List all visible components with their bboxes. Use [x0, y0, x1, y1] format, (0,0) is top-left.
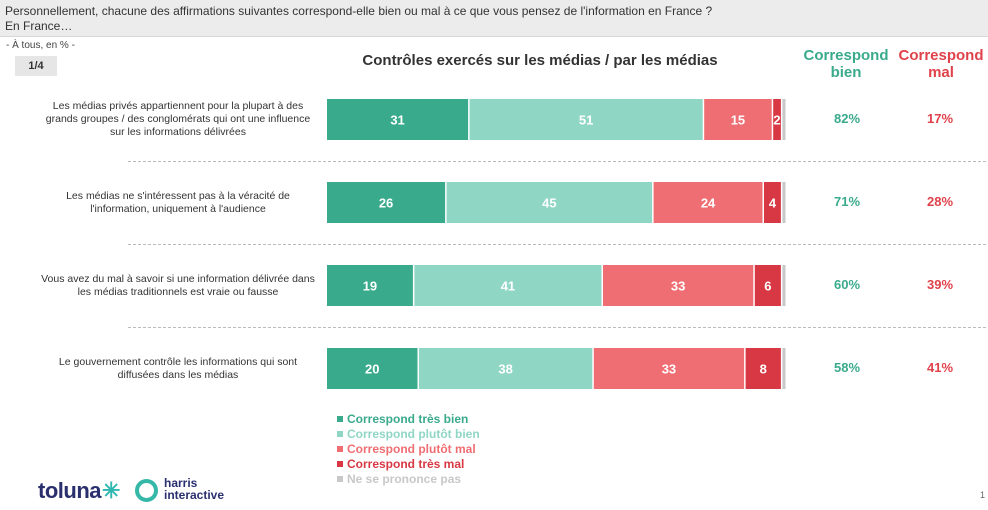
- data-label: 4: [769, 196, 777, 211]
- legend-swatch: [337, 430, 343, 437]
- bar-segment: [603, 265, 754, 306]
- bar-segment: [414, 265, 602, 306]
- chart-title: Contrôles exercés sur les médias / par l…: [362, 52, 718, 69]
- bar-segment: [327, 265, 413, 306]
- data-label: 45: [542, 196, 556, 211]
- total-bad-4: 41%: [926, 360, 954, 375]
- bar-segment: [327, 99, 469, 140]
- bar-segment: [782, 182, 786, 223]
- harris-line-2: interactive: [164, 488, 225, 502]
- bar-segment: [773, 99, 781, 140]
- question-text: Personnellement, chacune des affirmation…: [5, 4, 713, 18]
- row-label-2: Les médias ne s'intéressent pas à la vér…: [66, 189, 290, 215]
- legend-item: Correspond plutôt mal: [337, 441, 480, 456]
- row-separator: [128, 327, 986, 328]
- data-label: 41: [501, 279, 515, 294]
- data-label: 26: [379, 196, 393, 211]
- row-label-3: Vous avez du mal à savoir si une informa…: [41, 272, 315, 298]
- legend-item: Correspond très bien: [337, 411, 480, 426]
- toluna-logo: toluna✳: [38, 478, 120, 504]
- bar-segment: [469, 99, 703, 140]
- total-bad-3: 39%: [926, 277, 954, 292]
- bar-segment: [704, 99, 772, 140]
- chart-legend: Correspond très bien Correspond plutôt b…: [337, 411, 480, 486]
- legend-label: Correspond très mal: [347, 456, 465, 471]
- question-subtitle: En France…: [5, 19, 73, 33]
- asterisk-icon: ✳: [102, 478, 120, 503]
- legend-swatch: [337, 415, 343, 422]
- total-good-4: 58%: [833, 360, 861, 375]
- legend-swatch: [337, 460, 343, 467]
- data-label: 19: [363, 279, 377, 294]
- bar-segment: [593, 348, 745, 389]
- bar-segment: [782, 99, 786, 140]
- bar-segment: [653, 182, 763, 223]
- question-band: Personnellement, chacune des affirmation…: [0, 0, 988, 37]
- total-bad-2: 28%: [926, 194, 954, 209]
- data-label: 6: [764, 279, 771, 294]
- data-label: 24: [701, 196, 716, 211]
- legend-label: Correspond très bien: [347, 411, 469, 426]
- data-label: 33: [662, 362, 676, 377]
- bar-segment: [327, 348, 418, 389]
- legend-swatch: [337, 445, 343, 452]
- total-good-2: 71%: [833, 194, 861, 209]
- toluna-wordmark: toluna: [38, 478, 102, 503]
- data-label: 15: [731, 113, 745, 128]
- total-good-3: 60%: [833, 277, 861, 292]
- harris-interactive-logo: harris interactive: [164, 477, 224, 501]
- legend-item: Correspond plutôt bien: [337, 426, 480, 441]
- page-badge: 1/4: [15, 56, 57, 76]
- total-good-1: 82%: [833, 111, 861, 126]
- row-label-4: Le gouvernement contrôle les information…: [58, 355, 298, 381]
- row-label-1: Les médias privés appartiennent pour la …: [45, 100, 311, 138]
- data-label: 38: [498, 362, 512, 377]
- row-separator: [128, 161, 986, 162]
- legend-swatch: [337, 475, 343, 482]
- bar-segment: [782, 348, 786, 389]
- data-label: 2: [773, 113, 780, 128]
- column-header-good: Correspond bien: [803, 47, 889, 81]
- data-label: 20: [365, 362, 379, 377]
- legend-label: Correspond plutôt mal: [347, 441, 476, 456]
- harris-ring-icon: [135, 479, 158, 502]
- page-number: 1: [980, 490, 986, 500]
- bar-segment: [745, 348, 781, 389]
- bar-segment: [782, 265, 786, 306]
- legend-label: Correspond plutôt bien: [347, 426, 480, 441]
- legend-item: Ne se prononce pas: [337, 471, 480, 486]
- total-bad-1: 17%: [926, 111, 954, 126]
- column-header-bad: Correspond mal: [898, 47, 984, 81]
- bar-segment: [327, 182, 446, 223]
- data-label: 51: [579, 113, 593, 128]
- data-label: 31: [390, 113, 404, 128]
- bar-segment: [419, 348, 593, 389]
- row-separator: [128, 244, 986, 245]
- data-label: 33: [671, 279, 685, 294]
- data-label: 8: [760, 362, 767, 377]
- legend-label: Ne se prononce pas: [347, 471, 462, 486]
- bar-segment: [754, 265, 781, 306]
- base-note: - À tous, en % -: [6, 40, 75, 51]
- bar-segment: [764, 182, 781, 223]
- legend-item: Correspond très mal: [337, 456, 480, 471]
- harris-line-1: harris: [164, 476, 198, 490]
- bar-segment: [446, 182, 653, 223]
